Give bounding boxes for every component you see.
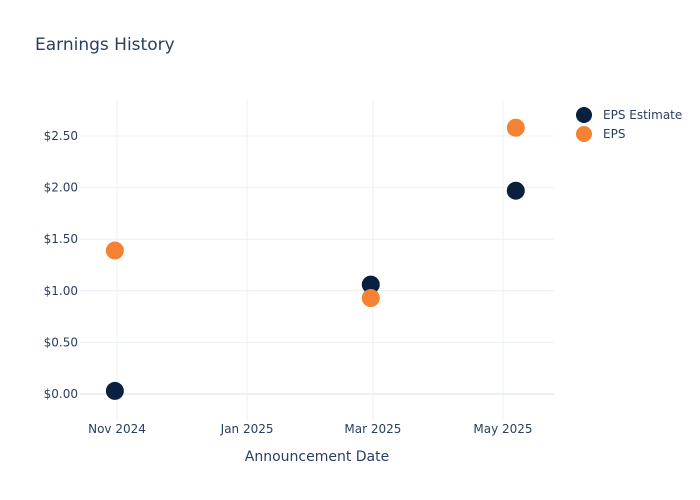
y-tick-label: $0.50: [44, 335, 78, 349]
legend-marker-eps-estimate: [576, 107, 592, 123]
legend-label-eps[interactable]: EPS: [603, 127, 625, 141]
eps-estimate-point[interactable]: [105, 381, 124, 400]
legend-label-eps-estimate[interactable]: EPS Estimate: [603, 108, 682, 122]
y-axis-ticks: $0.00 $0.50 $1.00 $1.50 $2.00 $2.50: [44, 129, 78, 401]
legend-marker-eps: [576, 126, 592, 142]
y-tick-label: $2.50: [44, 129, 78, 143]
y-tick-label: $1.50: [44, 232, 78, 246]
x-tick-label: Nov 2024: [88, 422, 146, 436]
y-tick-label: $2.00: [44, 181, 78, 195]
eps-estimate-point[interactable]: [361, 275, 380, 294]
grid-layer: [80, 100, 554, 421]
x-tick-label: Mar 2025: [344, 422, 401, 436]
y-tick-label: $1.00: [44, 284, 78, 298]
y-tick-label: $0.00: [44, 387, 78, 401]
legend: EPS Estimate EPS: [576, 107, 682, 142]
x-axis-title: Announcement Date: [245, 449, 389, 465]
eps-point[interactable]: [105, 241, 124, 260]
chart-title: Earnings History: [35, 35, 175, 55]
x-tick-label: Jan 2025: [220, 422, 274, 436]
eps-estimate-point[interactable]: [506, 181, 525, 200]
x-tick-label: May 2025: [473, 422, 532, 436]
data-points: [105, 118, 525, 400]
eps-point[interactable]: [361, 289, 380, 308]
x-axis-ticks: Nov 2024 Jan 2025 Mar 2025 May 2025: [88, 422, 532, 436]
eps-point[interactable]: [506, 118, 525, 137]
